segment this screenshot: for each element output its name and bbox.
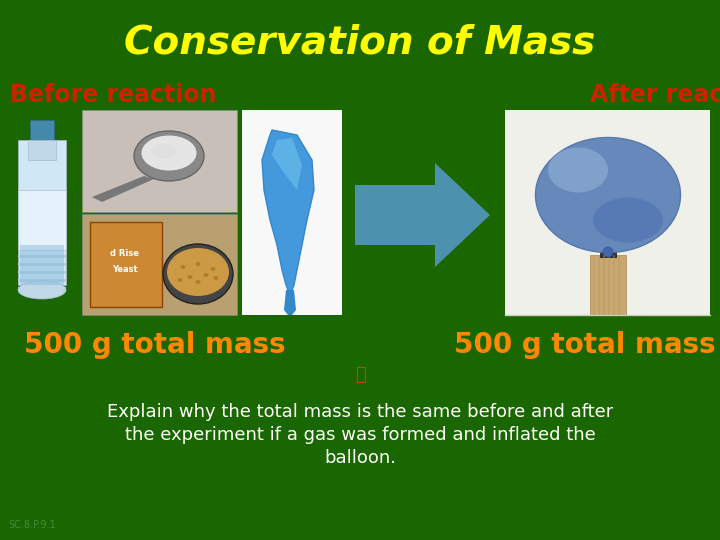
Bar <box>18 140 66 285</box>
Ellipse shape <box>204 273 209 277</box>
Ellipse shape <box>18 281 66 299</box>
Text: After reaction: After reaction <box>590 83 720 107</box>
Ellipse shape <box>178 278 182 282</box>
Ellipse shape <box>196 262 200 266</box>
Bar <box>82 110 237 212</box>
Ellipse shape <box>196 280 200 284</box>
Text: balloon.: balloon. <box>324 449 396 467</box>
Text: SC.8.P.9.1: SC.8.P.9.1 <box>8 520 55 530</box>
Bar <box>590 255 626 315</box>
Bar <box>598 255 600 315</box>
Ellipse shape <box>536 138 680 253</box>
Ellipse shape <box>181 265 186 269</box>
Bar <box>600 243 616 257</box>
Text: the experiment if a gas was formed and inflated the: the experiment if a gas was formed and i… <box>125 426 595 444</box>
Bar <box>18 255 66 258</box>
Bar <box>608 255 610 315</box>
Ellipse shape <box>134 131 204 181</box>
Ellipse shape <box>167 248 229 296</box>
Bar <box>618 255 620 315</box>
Ellipse shape <box>151 144 176 159</box>
Text: Explain why the total mass is the same before and after: Explain why the total mass is the same b… <box>107 403 613 421</box>
Text: Conservation of Mass: Conservation of Mass <box>125 23 595 61</box>
Bar <box>18 287 66 290</box>
Ellipse shape <box>548 147 608 192</box>
Bar <box>593 255 595 315</box>
Text: Yeast: Yeast <box>112 265 138 273</box>
Text: d Rise: d Rise <box>110 249 140 259</box>
Ellipse shape <box>142 136 197 171</box>
Polygon shape <box>262 130 314 295</box>
Ellipse shape <box>603 247 613 257</box>
Polygon shape <box>272 138 302 190</box>
Ellipse shape <box>187 275 192 279</box>
Bar <box>28 140 56 160</box>
Bar <box>613 255 615 315</box>
Text: Before reaction: Before reaction <box>10 83 217 107</box>
Ellipse shape <box>214 276 218 280</box>
Ellipse shape <box>210 267 215 271</box>
Polygon shape <box>92 176 154 202</box>
Text: 500 g total mass: 500 g total mass <box>454 331 716 359</box>
Polygon shape <box>355 163 490 267</box>
Bar <box>30 120 54 145</box>
Bar <box>505 110 710 315</box>
Bar <box>18 190 66 250</box>
Bar <box>18 279 66 282</box>
Bar <box>18 263 66 266</box>
Bar <box>90 222 162 307</box>
Bar <box>82 214 237 315</box>
Bar <box>20 245 64 285</box>
Text: 🦋: 🦋 <box>355 366 365 384</box>
Ellipse shape <box>163 244 233 304</box>
Bar <box>603 255 605 315</box>
Text: 500 g total mass: 500 g total mass <box>24 331 286 359</box>
Bar <box>18 271 66 274</box>
Bar <box>242 110 342 315</box>
Polygon shape <box>284 290 296 315</box>
Ellipse shape <box>593 198 663 242</box>
